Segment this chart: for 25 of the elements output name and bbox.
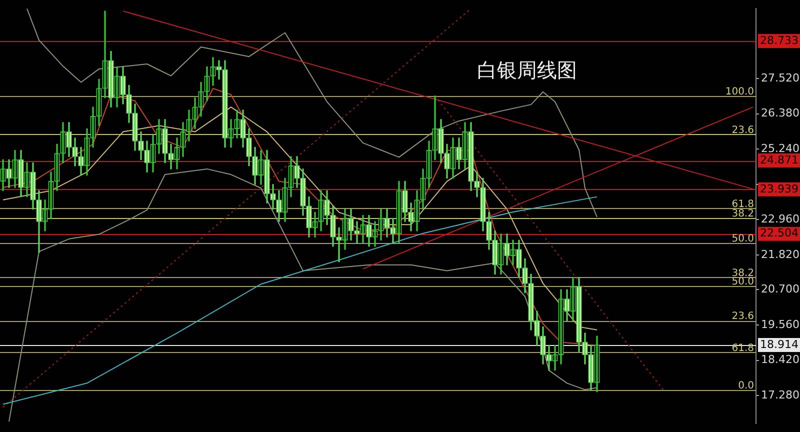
ref-line-label: 28.733 [760, 34, 798, 47]
annotation: 50.0 [732, 276, 754, 288]
ref-line-label: 23.939 [760, 182, 798, 196]
annotation: 50.0 [732, 234, 754, 245]
ref-line-label: 22.504 [760, 226, 798, 240]
annotation: 38.2 [732, 208, 754, 220]
annotation: 23.6 [732, 124, 754, 136]
text: 白银周线图 [476, 58, 577, 82]
y-tick-label: 26.380 [761, 106, 800, 120]
ref-line-label: 24.871 [760, 153, 798, 166]
y-tick-label: 20.700 [761, 282, 800, 296]
annotation: 38.2 [732, 268, 754, 279]
y-tick-label: 22.960 [761, 212, 800, 226]
y-tick-label: 17.280 [761, 388, 800, 402]
y-tick-label: 19.560 [761, 318, 800, 331]
annotation: 23.6 [732, 311, 754, 322]
y-tick-label: 18.420 [761, 353, 800, 366]
annotation: 61.8 [732, 342, 754, 354]
ref-line-label: 18.914 [760, 338, 798, 351]
y-tick-label: 27.520 [761, 71, 800, 84]
y-tick-label: 25.240 [761, 142, 800, 155]
annotation: 61.8 [732, 198, 754, 210]
y-tick-label: 21.820 [761, 248, 800, 261]
annotation: 100.0 [725, 86, 754, 98]
annotation: 0.0 [738, 380, 754, 392]
